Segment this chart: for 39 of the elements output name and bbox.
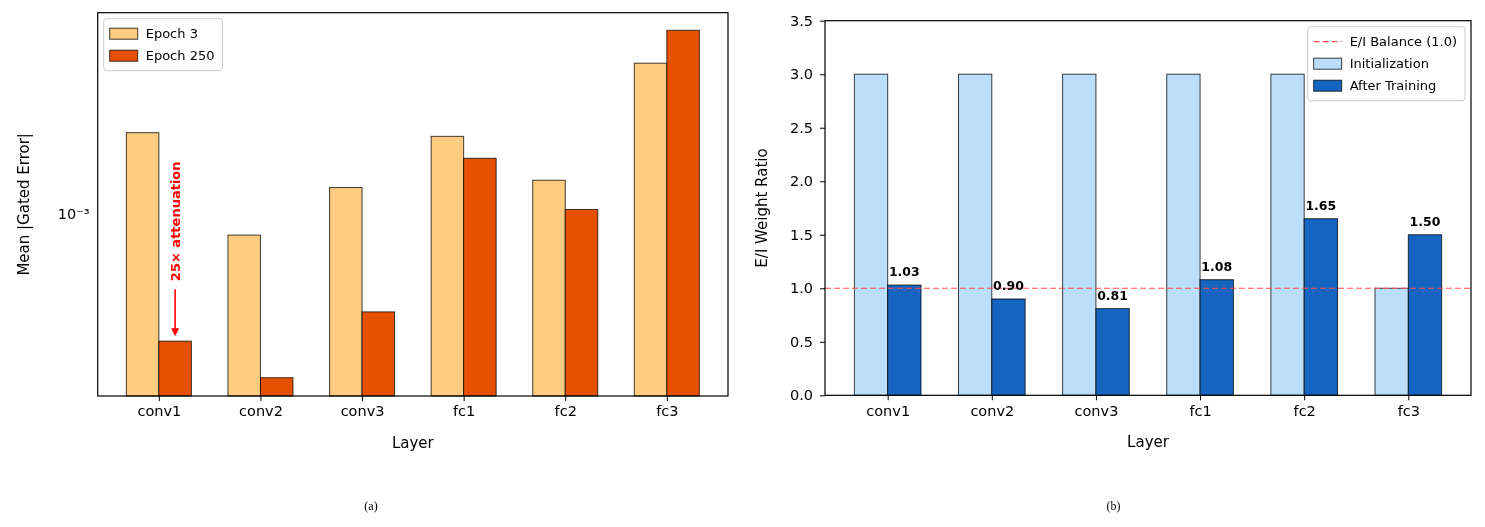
legend-label: After Training	[1349, 78, 1437, 94]
x-tick-label: conv1	[137, 403, 182, 420]
data-label: 1.03	[888, 264, 920, 280]
y-tick-label: 3.5	[789, 12, 813, 29]
y-tick-label: 2.5	[789, 119, 813, 136]
x-tick-label: fc2	[1293, 402, 1316, 419]
legend-label: Epoch 250	[145, 48, 215, 64]
x-tick-label: conv3	[340, 403, 385, 420]
legend-label: Initialization	[1349, 56, 1429, 72]
y-axis-title: E/I Weight Ratio	[753, 148, 772, 268]
x-tick-label: conv3	[1074, 402, 1119, 419]
x-tick-label: conv1	[866, 402, 911, 419]
x-tick-label: fc1	[1189, 402, 1212, 419]
data-label: 1.50	[1409, 213, 1441, 229]
annotation: 25× attenuation	[167, 161, 183, 282]
x-tick-label: fc2	[554, 403, 577, 420]
data-label: 0.81	[1097, 287, 1129, 303]
text: (a)	[364, 499, 378, 513]
y-tick-label: 2.0	[789, 173, 813, 190]
legend-label: E/I Balance (1.0)	[1349, 34, 1457, 50]
data-label: 1.65	[1305, 197, 1337, 213]
x-tick-label: conv2	[239, 403, 283, 420]
x-axis-title: Layer	[1127, 433, 1170, 452]
x-tick-label: fc3	[656, 403, 679, 420]
data-label: 1.08	[1201, 258, 1233, 274]
legend-label: Epoch 3	[145, 26, 198, 42]
x-tick-label: fc3	[1397, 402, 1420, 419]
text: (b)	[1106, 499, 1121, 513]
x-tick-label: fc1	[452, 403, 476, 420]
text: 10⁻³	[57, 206, 90, 223]
y-tick-label: 0.5	[789, 333, 813, 350]
y-tick-label: 1.5	[789, 226, 813, 243]
y-tick-label: 3.0	[789, 66, 813, 83]
y-axis-title: Mean |Gated Error|	[15, 133, 34, 276]
x-tick-label: conv2	[970, 402, 1015, 419]
data-label: 0.90	[993, 277, 1025, 293]
y-tick-label: 1.0	[789, 280, 813, 297]
y-tick-label: 0.0	[789, 387, 813, 404]
x-axis-title: Layer	[391, 434, 435, 452]
